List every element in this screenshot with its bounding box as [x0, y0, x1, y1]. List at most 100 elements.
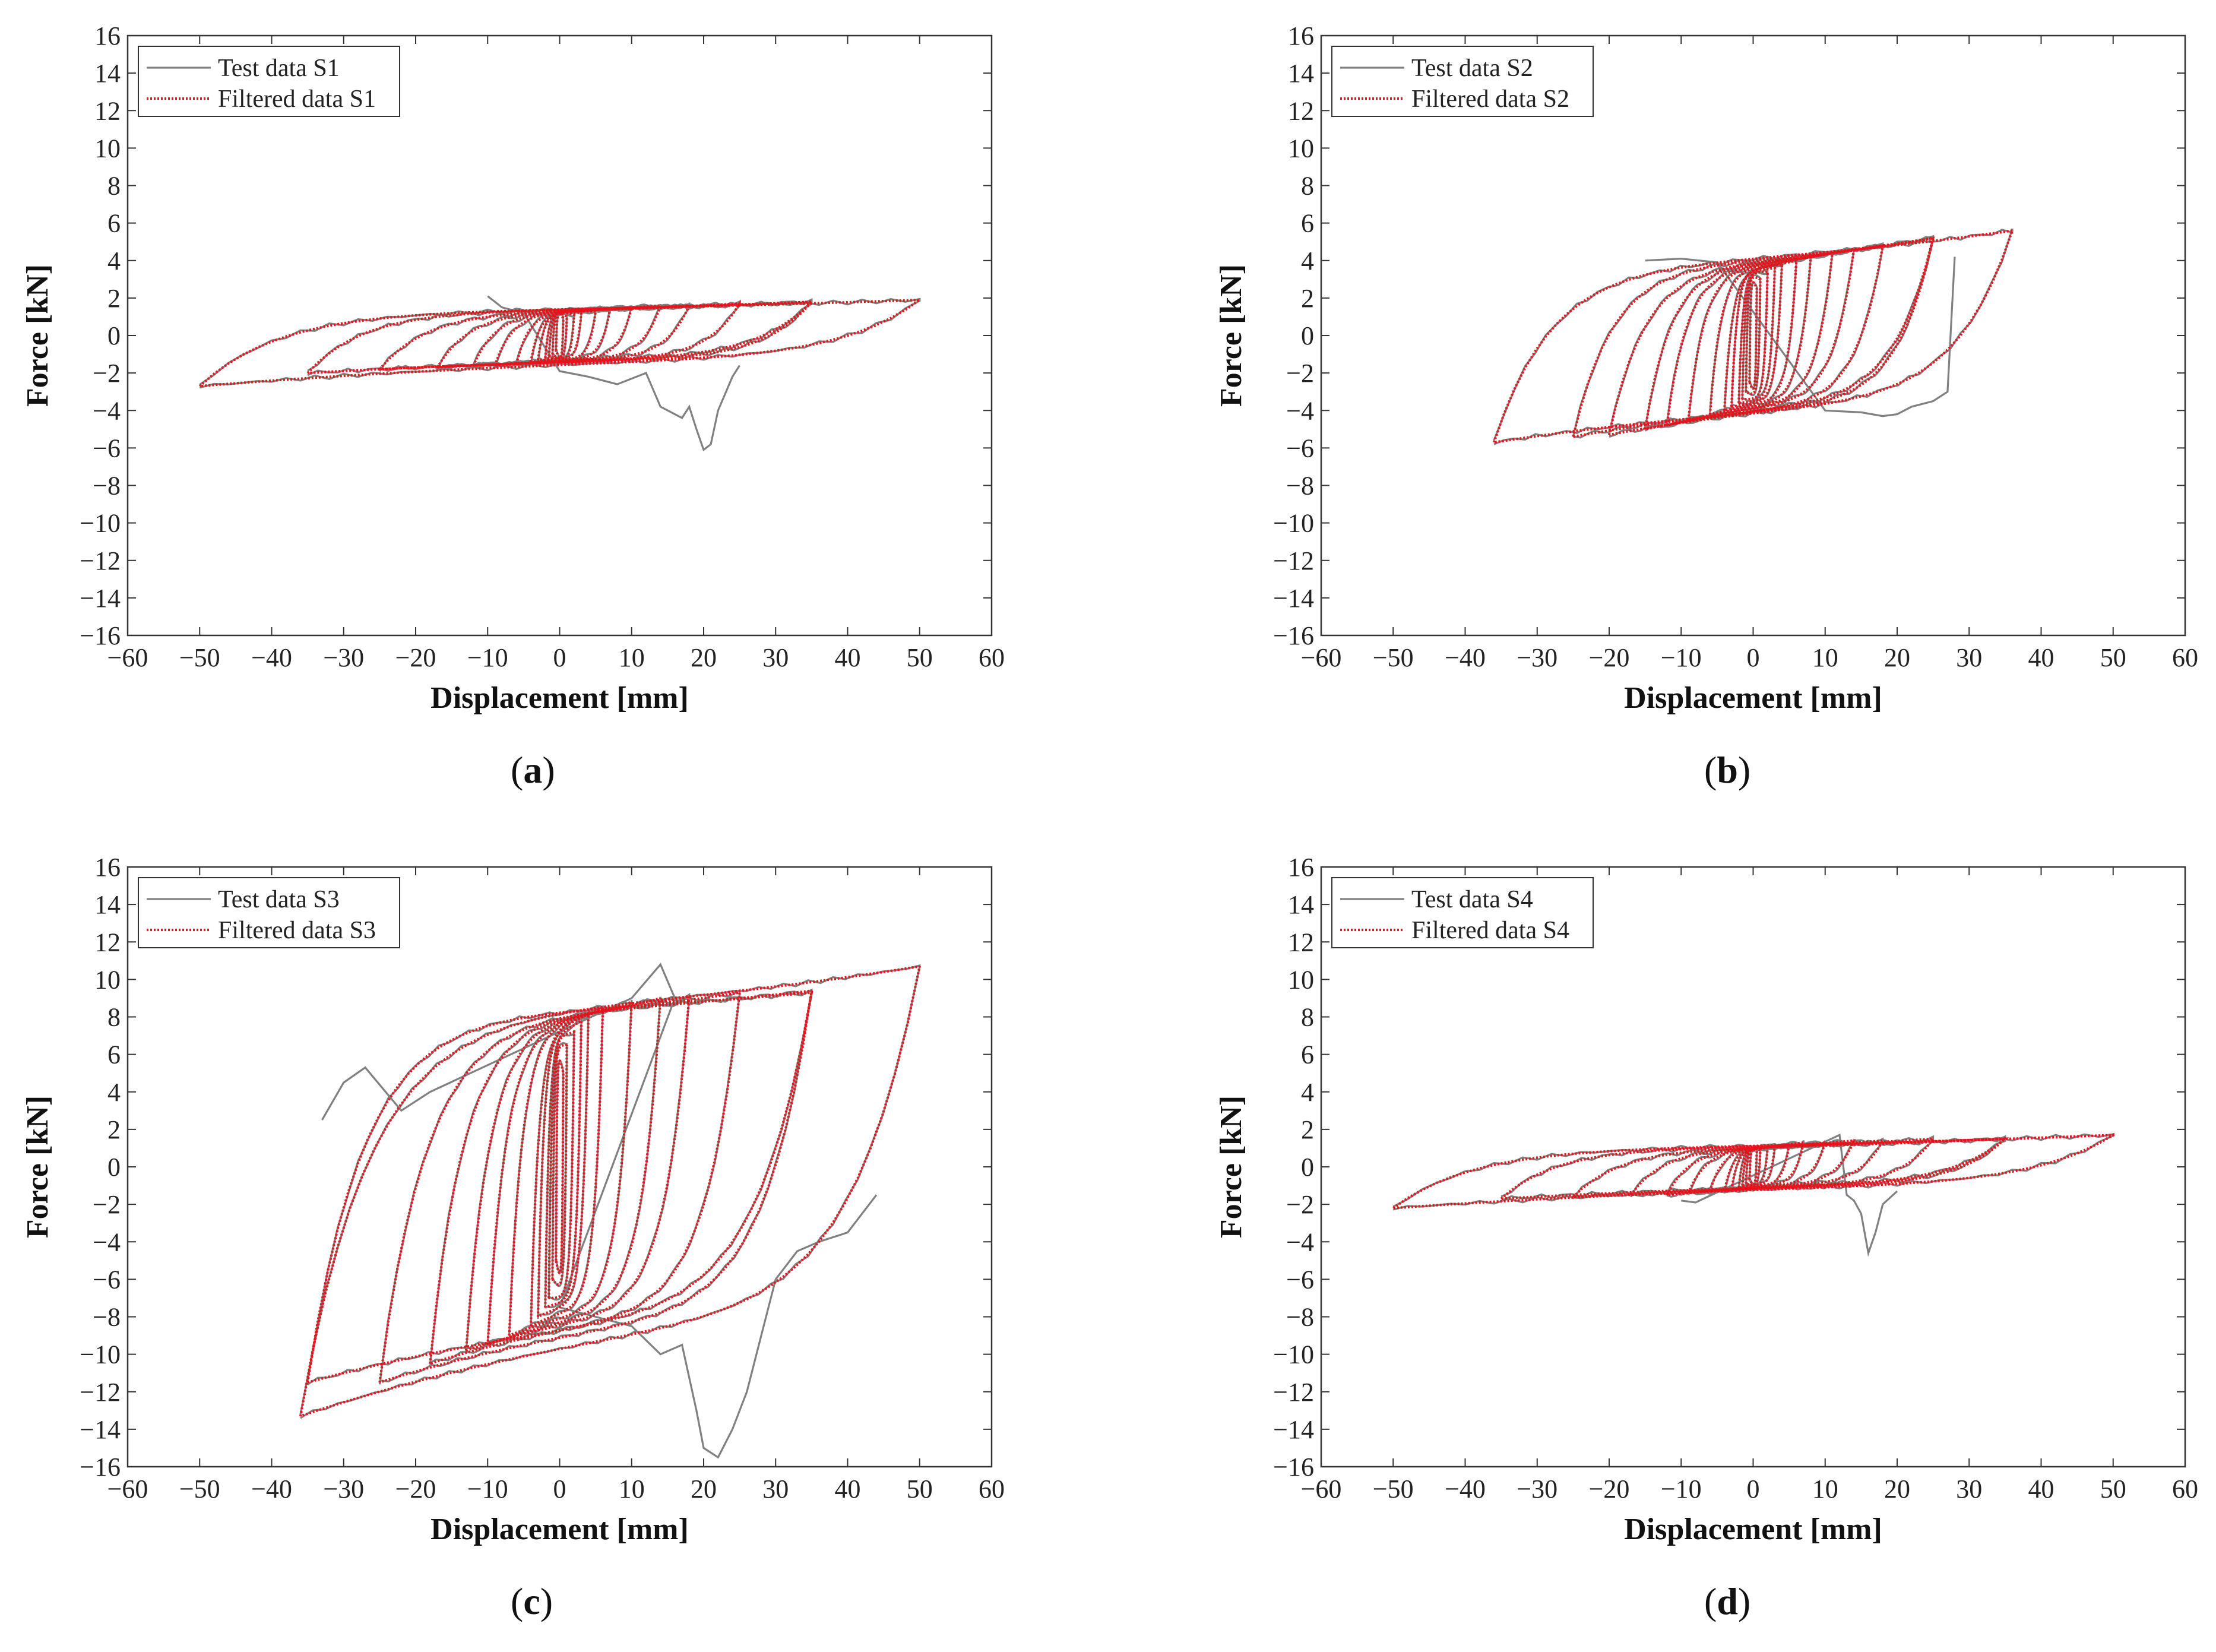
y-tick-label: 16 [94, 853, 121, 882]
x-tick-label: −60 [1301, 643, 1342, 672]
filtered-data-loop [429, 990, 742, 1365]
x-tick-label: 30 [762, 643, 789, 672]
y-tick-label: 10 [1288, 134, 1314, 163]
x-tick-label: −60 [107, 643, 148, 672]
x-tick-label: 50 [907, 643, 933, 672]
y-axis-title: Force [kN] [1214, 264, 1248, 407]
x-tick-label: −40 [251, 643, 292, 672]
chart-panel-d: −60 −50 −40 −30 −20 −10 0 10 20 30 40 50 60 −16 −14 −12… [1194, 831, 2216, 1652]
filtered-data-loop [508, 1000, 634, 1337]
caption-d: (d) [1704, 1580, 1751, 1622]
y-tick-label: −16 [80, 1452, 121, 1482]
x-tick-label: −10 [1661, 643, 1702, 672]
x-tick-label: −10 [467, 643, 508, 672]
legend: Test data S2 Filtered data S2 [1331, 46, 1594, 117]
y-tick-label: 14 [1288, 59, 1314, 88]
filtered-data-loop [529, 1006, 604, 1328]
legend-label-test: Test data S4 [1411, 886, 1533, 913]
y-tick-label: 14 [94, 890, 121, 919]
x-tick-label: 0 [1747, 643, 1760, 672]
y-tick-label: −4 [1286, 396, 1314, 425]
legend: Test data S3 Filtered data S3 [138, 877, 400, 948]
y-tick-label: −12 [1273, 1378, 1314, 1407]
x-tick-label: −40 [251, 1474, 292, 1504]
filtered-data-loop [555, 312, 565, 359]
y-tick-label: 8 [107, 1003, 121, 1032]
x-tick-label: −30 [323, 1474, 364, 1504]
filtered-data-loop [1500, 1137, 2009, 1200]
x-axis-title: Displacement [mm] [430, 1512, 689, 1546]
x-tick-label: −20 [395, 1474, 436, 1504]
legend-label-test: Test data S1 [218, 55, 340, 82]
y-axis-title: Force [kN] [21, 1096, 55, 1238]
legend-label-filtered: Filtered data S3 [218, 917, 376, 944]
test-data-excursion [1681, 1133, 1898, 1257]
test-data-loop [199, 298, 921, 389]
y-tick-label: −8 [93, 1303, 121, 1332]
y-tick-label: −16 [1273, 621, 1314, 650]
x-axis-title: Displacement [mm] [430, 681, 689, 715]
y-tick-label: −14 [80, 1415, 121, 1444]
x-tick-label: 30 [1956, 643, 1982, 672]
y-tick-label: 2 [107, 1115, 121, 1144]
legend: Test data S4 Filtered data S4 [1331, 877, 1594, 948]
x-tick-label: 40 [835, 643, 861, 672]
filtered-data-loop [306, 300, 815, 375]
filtered-data-loop [306, 991, 813, 1384]
x-tick-label: 20 [691, 1474, 717, 1504]
x-tick-label: 60 [2172, 1474, 2198, 1504]
y-tick-label: −8 [1286, 1303, 1314, 1332]
y-tick-label: 12 [1288, 928, 1314, 957]
y-tick-label: 16 [94, 21, 121, 50]
legend-label-filtered: Filtered data S1 [218, 86, 376, 113]
y-tick-label: 10 [1288, 965, 1314, 994]
y-tick-label: −12 [80, 546, 121, 575]
x-tick-label: −50 [1373, 643, 1414, 672]
x-tick-label: −20 [1589, 643, 1630, 672]
x-tick-label: 0 [553, 643, 566, 672]
x-tick-label: 10 [619, 1474, 645, 1504]
x-tick-label: 50 [2100, 643, 2126, 672]
test-data-excursion [1645, 257, 1956, 417]
filtered-data-loop [472, 304, 692, 367]
test-data-excursion [321, 963, 878, 1459]
y-tick-label: 8 [107, 172, 121, 201]
y-tick-label: −2 [93, 1190, 121, 1219]
x-tick-label: 50 [2100, 1474, 2126, 1504]
y-tick-label: −10 [1273, 1340, 1314, 1369]
y-axis-title: Force [kN] [1214, 1096, 1248, 1238]
filtered-data-loop [1644, 243, 1885, 431]
y-tick-label: 6 [107, 1040, 121, 1069]
y-tick-label: 10 [94, 134, 121, 163]
y-tick-label: −16 [80, 621, 121, 650]
y-tick-label: 6 [107, 209, 121, 238]
y-tick-label: −6 [1286, 433, 1314, 463]
y-tick-label: −12 [1273, 546, 1314, 575]
x-tick-label: −20 [1589, 1474, 1630, 1504]
y-tick-label: 6 [1301, 209, 1314, 238]
y-tick-label: 4 [107, 246, 121, 276]
y-tick-label: 6 [1301, 1040, 1314, 1069]
plot-frame [126, 34, 993, 637]
y-tick-label: 4 [1301, 246, 1314, 276]
y-tick-label: −6 [93, 433, 121, 463]
x-tick-label: 40 [2028, 1474, 2054, 1504]
x-tick-label: −30 [1517, 1474, 1557, 1504]
filtered-data-loop [1745, 276, 1762, 395]
plot-frame [1320, 866, 2186, 1468]
x-tick-label: −30 [323, 643, 364, 672]
filtered-data-loop [1665, 248, 1856, 427]
x-tick-label: 40 [835, 1474, 861, 1504]
x-tick-label: 40 [2028, 643, 2054, 672]
y-tick-label: −16 [1273, 1452, 1314, 1482]
legend-box [138, 877, 400, 948]
x-tick-label: −50 [179, 1474, 220, 1504]
legend-box [1331, 877, 1594, 948]
x-axis-title: Displacement [mm] [1624, 681, 1882, 715]
x-tick-label: −30 [1517, 643, 1557, 672]
x-tick-label: 20 [1884, 1474, 1910, 1504]
y-tick-label: −14 [80, 584, 121, 613]
y-tick-label: −8 [93, 471, 121, 501]
x-tick-label: 20 [691, 643, 717, 672]
y-tick-label: −4 [93, 396, 121, 425]
